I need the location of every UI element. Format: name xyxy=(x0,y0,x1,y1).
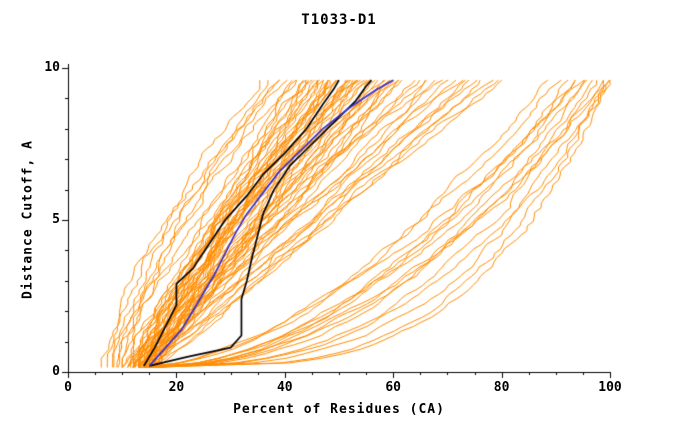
x-tick-label: 60 xyxy=(385,380,402,395)
x-tick-label: 0 xyxy=(64,380,72,395)
x-tick-label: 20 xyxy=(168,380,185,395)
x-tick-label: 80 xyxy=(493,380,510,395)
y-tick-label: 10 xyxy=(44,60,60,75)
y-tick-label: 0 xyxy=(52,364,60,379)
chart-title: T1033-D1 xyxy=(301,12,377,28)
y-tick-label: 5 xyxy=(52,212,60,227)
x-tick-label: 100 xyxy=(598,380,622,395)
x-axis-label: Percent of Residues (CA) xyxy=(233,402,445,417)
x-tick-label: 40 xyxy=(276,380,293,395)
